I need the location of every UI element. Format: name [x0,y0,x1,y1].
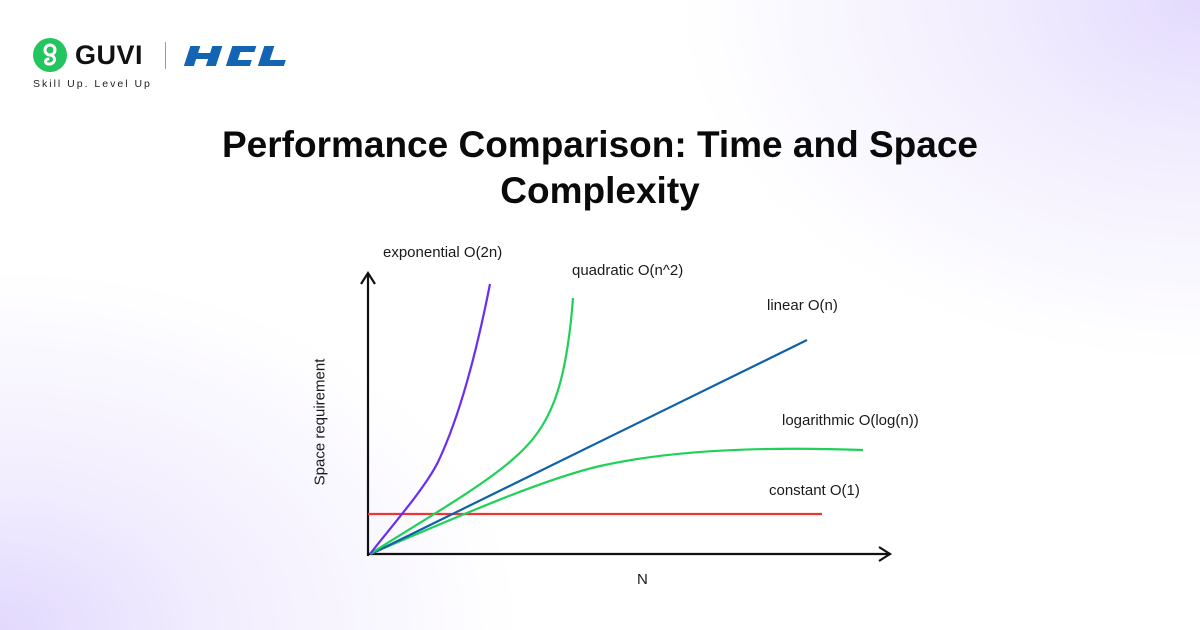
quadratic-curve [369,297,575,555]
label-exponential: exponential O(2n) [383,244,503,261]
exponential-curve [369,283,492,555]
guvi-wordmark: GUVI [75,40,144,70]
linear-curve [370,339,808,555]
label-logarithmic: logarithmic O(log(n)) [782,412,919,429]
hcl-logo-icon [183,46,286,66]
logarithmic-curve [369,447,864,556]
label-quadratic: quadratic O(n^2) [572,262,684,279]
label-linear: linear O(n) [767,297,838,314]
page-title: Performance Comparison: Time and Space C… [222,124,978,211]
x-axis [367,546,893,562]
y-axis-label: Space requirement [311,358,329,486]
tagline: Skill Up. Level Up [33,78,152,90]
x-axis-label: N [637,571,648,588]
brand-divider [165,42,166,69]
brand-header: GUVI Skill Up. Level Up [33,38,333,98]
guvi-g-icon [33,38,67,72]
y-axis [360,270,376,556]
label-constant: constant O(1) [769,482,860,499]
